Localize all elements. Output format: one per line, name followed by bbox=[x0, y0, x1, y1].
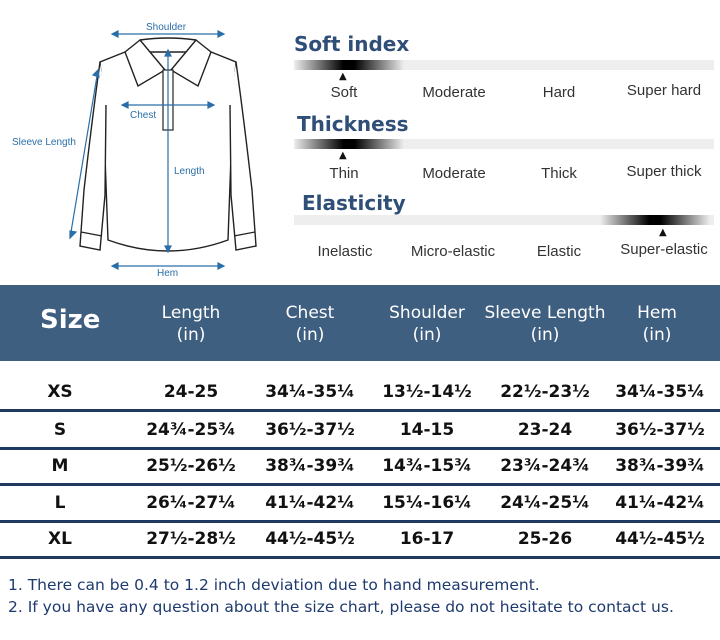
shoulder-cell: 15¼-16¼ bbox=[382, 493, 472, 513]
soft-index-option: Hard bbox=[542, 84, 576, 101]
soft-index-bar bbox=[294, 60, 714, 70]
hem-column-header: Hem (in) bbox=[612, 302, 702, 346]
column-unit: (in) bbox=[642, 325, 672, 345]
length-cell: 27½-28½ bbox=[146, 529, 236, 549]
thickness-title: Thickness bbox=[297, 112, 409, 136]
table-row: S 24¾-25¾ 36½-37½ 14-15 23-24 36½-37½ bbox=[0, 414, 720, 450]
length-column-header: Length (in) bbox=[136, 302, 246, 346]
length-cell: 26¼-27¼ bbox=[146, 493, 236, 513]
shirt-illustration bbox=[69, 30, 257, 270]
row-divider bbox=[0, 520, 720, 523]
chest-cell: 44½-45½ bbox=[265, 529, 355, 549]
soft-index-marker-icon: ▲ bbox=[339, 71, 347, 82]
sleeve-length-cell: 25-26 bbox=[517, 529, 573, 549]
length-label: Length bbox=[174, 166, 205, 177]
size-cell: M bbox=[51, 456, 69, 476]
sleeve-length-cell: 22½-23½ bbox=[500, 382, 590, 402]
chest-cell: 41¼-42¼ bbox=[265, 493, 355, 513]
column-name: Sleeve Length bbox=[484, 303, 606, 323]
shoulder-cell: 13½-14½ bbox=[382, 382, 472, 402]
length-cell: 25½-26½ bbox=[146, 456, 236, 476]
shoulder-label: Shoulder bbox=[146, 22, 187, 33]
column-unit: (in) bbox=[295, 325, 325, 345]
size-cell: XL bbox=[48, 529, 72, 549]
soft-index-title: Soft index bbox=[294, 32, 410, 56]
sleeve-length-cell: 23¾-24¾ bbox=[500, 456, 590, 476]
hem-cell: 44½-45½ bbox=[615, 529, 705, 549]
size-table-header: Size Length (in) Chest (in) Shoulder (in… bbox=[0, 285, 720, 361]
sleeve-length-column-header: Sleeve Length (in) bbox=[482, 302, 608, 346]
column-unit: (in) bbox=[176, 325, 206, 345]
chest-cell: 38¾-39¾ bbox=[265, 456, 355, 476]
table-row: M 25½-26½ 38¾-39¾ 14¾-15¾ 23¾-24¾ 38¾-39… bbox=[0, 450, 720, 486]
column-name: Chest bbox=[285, 303, 335, 323]
row-divider bbox=[0, 483, 720, 486]
shoulder-cell: 14-15 bbox=[399, 420, 455, 440]
table-row: XL 27½-28½ 44½-45½ 16-17 25-26 44½-45½ bbox=[0, 523, 720, 559]
size-cell: L bbox=[54, 493, 66, 513]
row-divider bbox=[0, 447, 720, 450]
shoulder-cell: 14¾-15¾ bbox=[382, 456, 472, 476]
hem-cell: 34¼-35¼ bbox=[615, 382, 705, 402]
shoulder-column-header: Shoulder (in) bbox=[372, 302, 482, 346]
hem-cell: 41¼-42¼ bbox=[615, 493, 705, 513]
table-row: L 26¼-27¼ 41¼-42¼ 15¼-16¼ 24¼-25¼ 41¼-42… bbox=[0, 487, 720, 523]
column-unit: (in) bbox=[530, 325, 560, 345]
note-line: 1. There can be 0.4 to 1.2 inch deviatio… bbox=[8, 576, 540, 594]
thickness-option: Thick bbox=[541, 165, 577, 182]
soft-index-option: Moderate bbox=[422, 84, 486, 101]
garment-diagram: Shoulder Chest Sleeve Length Length Hem bbox=[0, 0, 290, 285]
size-cell: XS bbox=[47, 382, 73, 402]
soft-index-option: Super hard bbox=[626, 82, 702, 99]
length-cell: 24¾-25¾ bbox=[146, 420, 236, 440]
length-cell: 24-25 bbox=[163, 382, 219, 402]
row-divider bbox=[0, 409, 720, 412]
chest-column-header: Chest (in) bbox=[255, 302, 365, 346]
size-cell: S bbox=[53, 420, 67, 440]
soft-index-option: Soft bbox=[330, 84, 358, 101]
chest-cell: 34¼-35¼ bbox=[265, 382, 355, 402]
column-name: Length bbox=[161, 303, 221, 323]
chest-label: Chest bbox=[130, 110, 157, 121]
elasticity-option: Elastic bbox=[536, 243, 582, 260]
thickness-option: Super thick bbox=[626, 163, 702, 180]
sleeve-length-cell: 24¼-25¼ bbox=[500, 493, 590, 513]
elasticity-marker-icon: ▲ bbox=[659, 227, 667, 238]
elasticity-option: Super-elastic bbox=[620, 241, 708, 258]
thickness-option: Thin bbox=[329, 165, 359, 182]
elasticity-title: Elasticity bbox=[302, 191, 406, 215]
chest-cell: 36½-37½ bbox=[265, 420, 355, 440]
column-unit: (in) bbox=[412, 325, 442, 345]
thickness-bar bbox=[294, 139, 714, 149]
size-column-header: Size bbox=[40, 305, 101, 335]
sleeve-length-cell: 23-24 bbox=[517, 420, 573, 440]
sleeve-length-label: Sleeve Length bbox=[12, 137, 76, 148]
note-line: 2. If you have any question about the si… bbox=[8, 598, 674, 616]
thickness-marker-icon: ▲ bbox=[339, 150, 347, 161]
hem-label: Hem bbox=[157, 268, 179, 279]
column-name: Shoulder bbox=[389, 303, 465, 323]
column-name: Hem bbox=[637, 303, 677, 323]
shoulder-cell: 16-17 bbox=[399, 529, 455, 549]
elasticity-bar bbox=[294, 215, 714, 225]
thickness-option: Moderate bbox=[422, 165, 486, 182]
elasticity-option: Micro-elastic bbox=[410, 243, 496, 260]
hem-cell: 38¾-39¾ bbox=[615, 456, 705, 476]
hem-cell: 36½-37½ bbox=[615, 420, 705, 440]
table-row: XS 24-25 34¼-35¼ 13½-14½ 22½-23½ 34¼-35¼ bbox=[0, 376, 720, 412]
row-divider bbox=[0, 556, 720, 559]
elasticity-option: Inelastic bbox=[317, 243, 373, 260]
